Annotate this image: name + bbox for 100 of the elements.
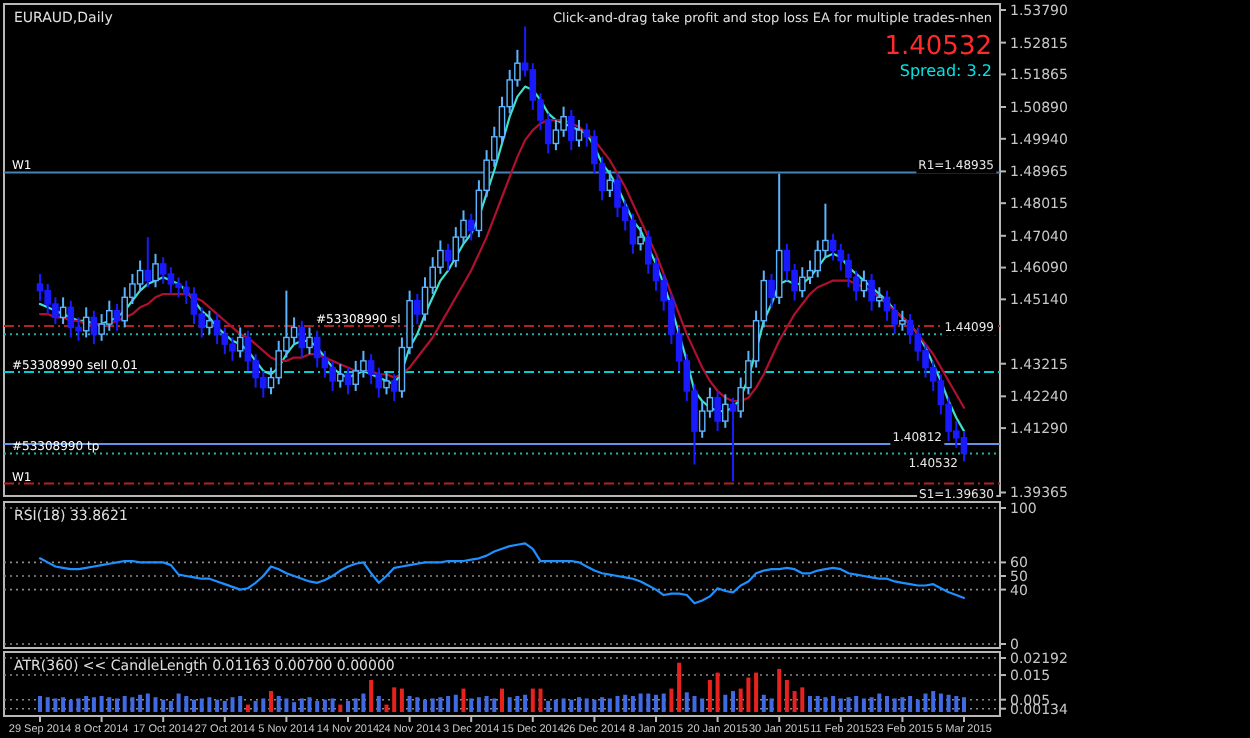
bar xyxy=(831,695,836,712)
bar xyxy=(423,699,427,712)
bar xyxy=(846,697,851,712)
candlestick xyxy=(914,326,922,362)
bar xyxy=(523,694,528,712)
line-series xyxy=(38,542,966,605)
bar xyxy=(192,699,196,712)
candlestick xyxy=(722,393,729,429)
bar xyxy=(453,694,458,712)
bar xyxy=(877,693,882,712)
bar xyxy=(299,698,304,712)
bar xyxy=(99,695,104,712)
bar xyxy=(962,697,966,712)
bar xyxy=(415,697,420,712)
bar xyxy=(515,695,520,712)
candlestick xyxy=(714,389,721,433)
candlestick xyxy=(213,313,221,346)
bar xyxy=(784,679,789,712)
candlestick xyxy=(367,353,375,386)
bar xyxy=(761,694,766,712)
bar xyxy=(253,700,258,712)
bar xyxy=(122,695,127,712)
bar xyxy=(646,693,651,712)
candlestick xyxy=(383,369,390,396)
bar xyxy=(561,698,566,712)
bar xyxy=(484,695,489,712)
bar xyxy=(892,698,897,712)
bar xyxy=(430,698,435,712)
bar xyxy=(399,688,404,712)
candlestick xyxy=(729,396,737,483)
candlestick xyxy=(414,292,421,326)
candlestick xyxy=(637,226,644,252)
bar xyxy=(369,679,374,712)
bar xyxy=(723,694,728,712)
bar xyxy=(692,695,697,712)
bar xyxy=(446,695,451,712)
candlestick xyxy=(206,309,213,336)
bar xyxy=(338,704,343,712)
candlestick xyxy=(44,282,51,316)
bar xyxy=(130,697,135,712)
bar xyxy=(261,698,266,712)
bar xyxy=(38,695,42,712)
bar xyxy=(900,697,905,712)
bar xyxy=(315,700,320,712)
bar xyxy=(376,695,381,712)
bar xyxy=(592,699,597,712)
candlestick xyxy=(306,326,313,356)
bar xyxy=(330,698,335,712)
candlestick xyxy=(236,326,244,359)
bar xyxy=(923,693,928,712)
bar xyxy=(530,688,535,712)
bar xyxy=(661,693,666,712)
bar xyxy=(392,687,397,712)
bar xyxy=(677,662,682,712)
candlestick xyxy=(329,359,336,392)
bar xyxy=(946,694,951,712)
bar xyxy=(908,695,913,712)
candlestick xyxy=(390,373,398,403)
bar xyxy=(184,695,189,712)
candlestick xyxy=(152,252,159,289)
candlestick xyxy=(90,309,98,346)
bar xyxy=(107,697,112,712)
bar xyxy=(777,668,782,712)
bar xyxy=(361,693,366,712)
bar xyxy=(353,698,358,712)
bar xyxy=(76,698,81,712)
bar xyxy=(630,695,635,712)
bar xyxy=(115,698,119,712)
candlestick xyxy=(768,272,775,309)
bar xyxy=(861,698,866,712)
candlestick xyxy=(167,266,175,295)
candlestick xyxy=(298,319,306,359)
bar xyxy=(161,699,166,712)
bar xyxy=(145,693,150,712)
candlestick xyxy=(629,212,637,255)
bar xyxy=(199,698,204,712)
bar xyxy=(68,699,73,712)
bar xyxy=(230,697,235,712)
candlestick xyxy=(352,359,359,392)
candlestick xyxy=(221,326,229,356)
candlestick xyxy=(67,299,75,339)
bar xyxy=(869,697,874,712)
bar xyxy=(915,699,920,712)
candlestick xyxy=(337,363,344,389)
bar xyxy=(138,694,143,712)
bar xyxy=(931,691,936,712)
bar xyxy=(546,700,551,712)
bar xyxy=(800,687,805,712)
bar xyxy=(53,698,58,712)
bar xyxy=(654,694,658,712)
bar xyxy=(854,695,859,712)
bar xyxy=(885,695,889,712)
bar xyxy=(615,695,620,712)
bar xyxy=(823,697,828,712)
bar xyxy=(838,698,843,712)
bar xyxy=(607,698,612,712)
bar xyxy=(322,699,327,712)
bar xyxy=(269,691,273,712)
candlestick xyxy=(899,309,906,332)
bar xyxy=(476,697,481,712)
